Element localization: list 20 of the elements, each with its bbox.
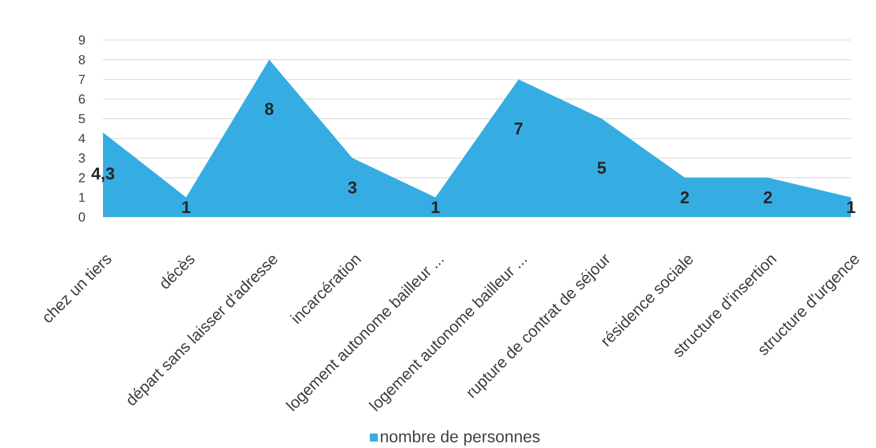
data-label: 2 (680, 191, 689, 204)
y-tick-label: 1 (79, 192, 85, 202)
y-tick-label: 3 (78, 153, 85, 163)
data-label: 4,3 (91, 167, 114, 182)
data-label: 5 (597, 162, 606, 174)
data-label: 3 (348, 181, 356, 194)
y-tick-label: 7 (78, 74, 85, 84)
y-tick-label: 0 (78, 212, 85, 222)
y-tick-label: 8 (78, 55, 85, 64)
y-tick-label: 5 (78, 114, 85, 124)
y-tick-label: 2 (78, 173, 85, 182)
data-label: 8 (265, 102, 274, 115)
data-label: 1 (182, 201, 190, 214)
data-label: 2 (764, 191, 772, 204)
y-tick-label: 6 (78, 94, 85, 104)
y-tick-label: 9 (78, 35, 85, 45)
legend-label: nombre de personnes (380, 430, 540, 446)
y-tick-label: 4 (78, 134, 86, 143)
data-label: 7 (514, 122, 523, 134)
data-label: 1 (432, 201, 440, 214)
